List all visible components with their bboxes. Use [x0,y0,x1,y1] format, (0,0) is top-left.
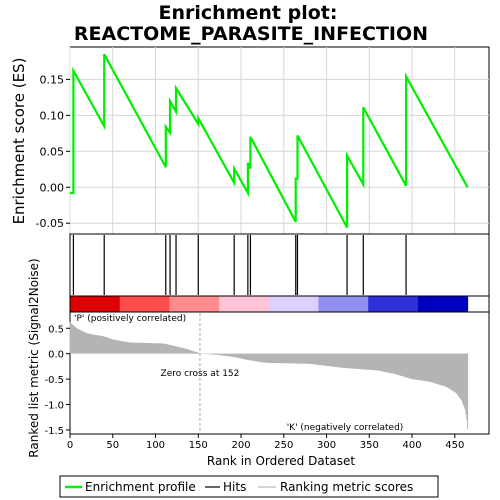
metric-ytick-label: 0.5 [48,324,64,335]
metric-ytick-label: -1.0 [44,401,64,412]
gradient-segment [169,296,220,312]
x-tick-label: 150 [189,440,208,451]
x-tick-label: 400 [402,440,421,451]
legend-label-metric: Ranking metric scores [280,480,413,494]
es-profile-line [70,53,469,229]
legend-frame [59,475,439,498]
metric-panel-frame [69,311,490,435]
x-tick-label: 350 [360,440,379,451]
legend-label-enrichment: Enrichment profile [85,480,196,494]
es-ytick-label: 0.10 [40,109,65,122]
es-ytick-label: 0.05 [40,145,65,158]
chart-title-line1: Enrichment plot: [159,2,338,24]
es-ytick-label: 0.15 [40,73,65,86]
metric-ytick-label: 0.0 [48,350,64,361]
legend-label-hits: Hits [223,480,246,494]
x-tick-label: 50 [106,440,119,451]
gradient-segment [119,296,170,312]
es-ylabel: Enrichment score (ES) [10,58,28,225]
metric-ytick-label: -0.5 [44,375,64,386]
gradient-segment [417,296,469,312]
x-tick-label: 300 [317,440,336,451]
gradient-segment [70,296,121,312]
negative-correlation-label: 'K' (negatively correlated) [287,423,404,433]
gradient-segment [368,296,419,312]
zero-cross-label: Zero cross at 152 [161,369,240,379]
x-axis-label: Rank in Ordered Dataset [207,454,355,468]
gradient-segment [318,296,369,312]
metric-ylabel: Ranked list metric (Signal2Noise) [27,258,41,457]
x-tick-label: 200 [231,440,250,451]
positive-correlation-label: 'P' (positively correlated) [74,314,186,324]
gradient-segment [219,296,270,312]
es-ytick-label: 0.00 [40,181,65,194]
metric-ytick-label: -1.5 [44,426,64,437]
chart-title-line2: REACTOME_PARASITE_INFECTION [74,23,428,45]
x-tick-label: 100 [146,440,165,451]
metric-bars [69,322,469,429]
x-tick-label: 450 [445,440,464,451]
x-tick-label: 0 [67,440,73,451]
x-tick-label: 250 [274,440,293,451]
es-ytick-label: -0.05 [36,217,64,230]
gradient-segment [268,296,320,312]
